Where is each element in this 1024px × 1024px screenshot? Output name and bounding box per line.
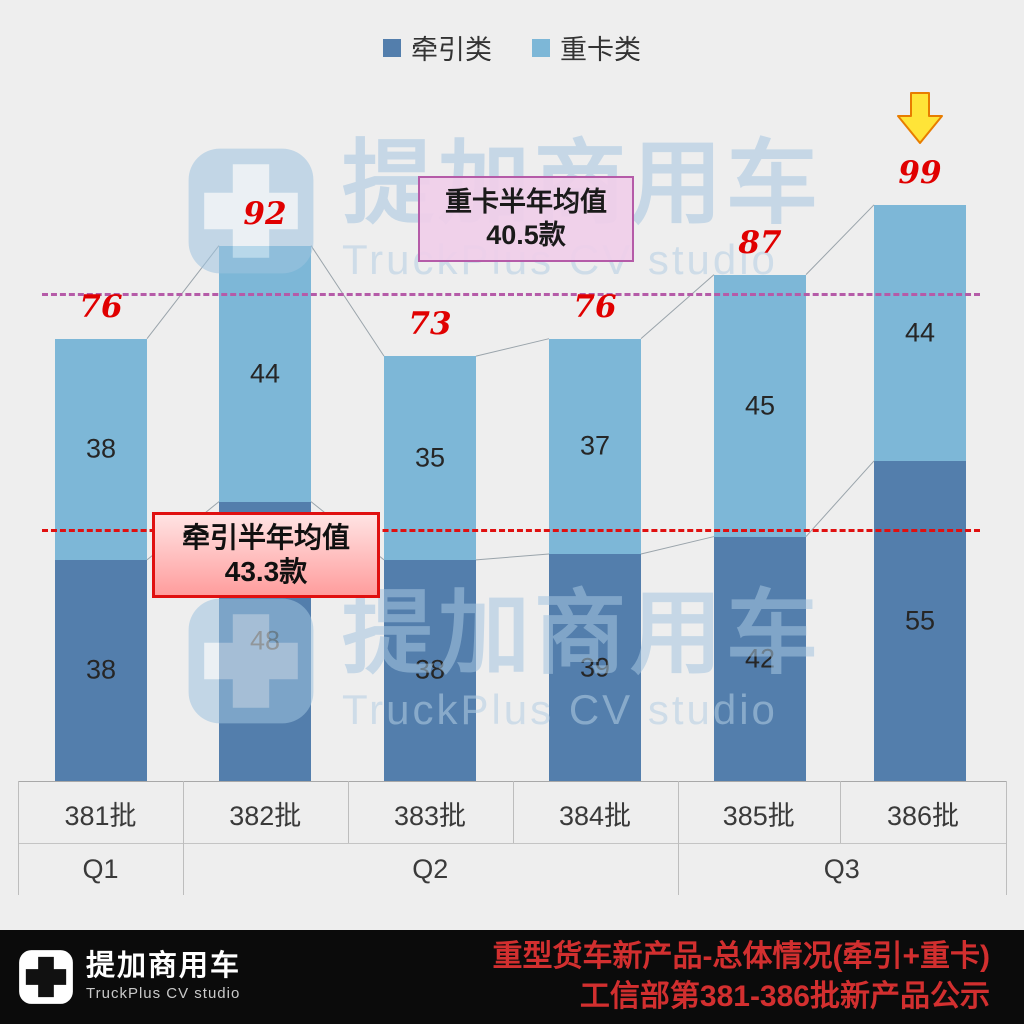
bar-value-heavy: 38 bbox=[85, 433, 117, 464]
footer-bar: 提加商用车 TruckPlus CV studio 重型货车新产品-总体情况(牵… bbox=[0, 930, 1024, 1024]
highlight-down-arrow-icon bbox=[897, 92, 943, 144]
category-separator bbox=[840, 781, 841, 843]
quarter-label: Q2 bbox=[412, 853, 449, 884]
heavy-avg-annotation: 重卡半年均值 40.5款 bbox=[418, 176, 634, 262]
legend-swatch-tractor bbox=[383, 38, 401, 57]
bar-segment-heavy bbox=[714, 274, 806, 537]
quarter-group-separator bbox=[1006, 781, 1007, 895]
chart-title-line1: 重型货车新产品-总体情况(牵引+重卡) bbox=[492, 940, 991, 974]
category-label: 382批 bbox=[229, 800, 302, 831]
truckplus-logo-icon bbox=[19, 950, 73, 1004]
bar-segment-heavy bbox=[384, 356, 476, 560]
bar-segment-tractor bbox=[55, 559, 147, 781]
category-label: 381批 bbox=[64, 800, 137, 831]
bar-segment-heavy bbox=[874, 204, 966, 461]
quarter-label: Q1 bbox=[82, 853, 119, 884]
quarter-group-separator bbox=[677, 781, 679, 895]
bar-segment-heavy bbox=[219, 245, 311, 502]
bar-value-tractor: 42 bbox=[744, 643, 776, 674]
legend-swatch-heavy bbox=[532, 38, 550, 57]
bar-segment-tractor bbox=[384, 559, 476, 781]
footer-brand-block: 提加商用车 TruckPlus CV studio bbox=[86, 950, 242, 1003]
category-label: 385批 bbox=[722, 800, 795, 831]
quarter-label: Q3 bbox=[823, 853, 860, 884]
bar-value-tractor: 48 bbox=[249, 625, 281, 656]
bar-value-heavy: 44 bbox=[249, 358, 281, 389]
category-label: 384批 bbox=[558, 800, 632, 831]
avg-line-heavy-avg bbox=[42, 293, 980, 297]
axis-divider-line bbox=[18, 843, 1006, 844]
legend: 牵引类 重卡类 bbox=[0, 28, 1024, 67]
legend-label-heavy: 重卡类 bbox=[560, 35, 641, 65]
category-separator bbox=[512, 781, 514, 843]
chart-title-block: 重型货车新产品-总体情况(牵引+重卡) 工信部第381-386批新产品公示 bbox=[493, 937, 991, 1016]
bar-segment-tractor bbox=[874, 460, 966, 781]
bar-segment-tractor bbox=[714, 536, 806, 781]
category-separator bbox=[347, 781, 349, 843]
legend-label-tractor: 牵引类 bbox=[411, 35, 492, 65]
bar-segment-heavy bbox=[549, 338, 641, 554]
bar-value-tractor: 55 bbox=[904, 605, 936, 636]
bar-value-heavy: 45 bbox=[744, 390, 776, 421]
bar-value-tractor: 38 bbox=[414, 654, 446, 685]
quarter-group-separator bbox=[18, 781, 19, 895]
heavy-avg-annotation-title: 重卡半年均值 bbox=[445, 186, 607, 217]
bar-value-heavy: 44 bbox=[904, 317, 936, 348]
bar-segment-heavy bbox=[55, 338, 147, 560]
tractor-avg-annotation-value: 43.3款 bbox=[224, 556, 308, 587]
tractor-avg-annotation: 牵引半年均值 43.3款 bbox=[152, 512, 380, 598]
legend-item-tractor: 牵引类 bbox=[383, 28, 492, 67]
avg-line-tractor-avg bbox=[42, 528, 980, 532]
tractor-avg-annotation-title: 牵引半年均值 bbox=[181, 521, 350, 553]
bar-segment-tractor bbox=[549, 554, 641, 781]
footer-brand-subtitle: TruckPlus CV studio bbox=[86, 985, 241, 1002]
heavy-avg-annotation-value: 40.5款 bbox=[486, 220, 566, 250]
footer-brand: 提加商用车 bbox=[86, 950, 242, 982]
legend-item-heavy: 重卡类 bbox=[532, 28, 641, 67]
category-label: 383批 bbox=[393, 800, 467, 831]
category-label: 386批 bbox=[886, 800, 960, 831]
bar-value-tractor: 38 bbox=[85, 654, 117, 685]
bar-value-tractor: 39 bbox=[579, 652, 611, 682]
chart-title-line2: 工信部第381-386批新产品公示 bbox=[579, 980, 990, 1013]
bar-value-heavy: 37 bbox=[579, 430, 611, 461]
bar-value-heavy: 35 bbox=[414, 442, 446, 473]
x-axis-line bbox=[18, 781, 1006, 782]
quarter-group-separator bbox=[183, 781, 184, 895]
